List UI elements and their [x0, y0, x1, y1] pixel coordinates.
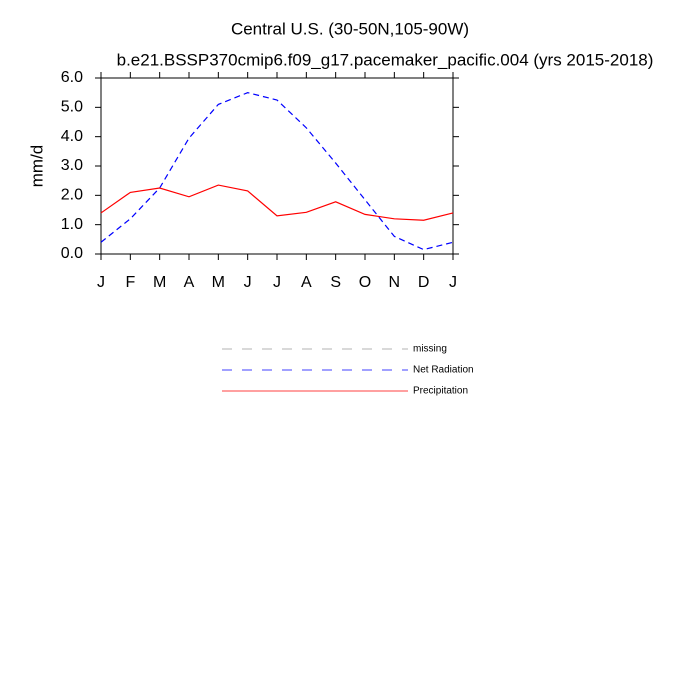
legend-label: Precipitation	[413, 386, 468, 397]
y-tick-label: 3.0	[61, 157, 83, 174]
y-axis-label: mm/d	[27, 145, 46, 188]
x-tick-label: S	[330, 274, 341, 291]
y-tick-label: 6.0	[61, 69, 83, 86]
y-tick-label: 2.0	[61, 187, 83, 204]
x-tick-label: J	[273, 274, 281, 291]
plot-frame	[100, 77, 454, 255]
x-tick-label: N	[389, 274, 401, 291]
legend-label: Net Radiation	[413, 365, 474, 376]
x-tick-label: M	[212, 274, 225, 291]
chart-title: Central U.S. (30-50N,105-90W)	[231, 19, 469, 38]
x-tick-label: J	[449, 274, 457, 291]
y-tick-label: 4.0	[61, 128, 83, 145]
y-tick-label: 1.0	[61, 216, 83, 233]
series-line	[100, 184, 454, 221]
x-tick-label: O	[359, 274, 371, 291]
y-tick-label: 5.0	[61, 99, 83, 116]
x-tick-label: D	[418, 274, 430, 291]
x-tick-label: F	[125, 274, 135, 291]
x-tick-label: A	[184, 274, 195, 291]
x-tick-label: J	[244, 274, 252, 291]
x-tick-label: M	[153, 274, 166, 291]
x-tick-label: A	[301, 274, 312, 291]
chart-subtitle: b.e21.BSSP370cmip6.f09_g17.pacemaker_pac…	[117, 50, 654, 69]
y-tick-label: 0.0	[61, 245, 83, 262]
x-tick-label: J	[97, 274, 105, 291]
legend-label: missing	[413, 344, 447, 355]
series-line	[100, 92, 454, 251]
